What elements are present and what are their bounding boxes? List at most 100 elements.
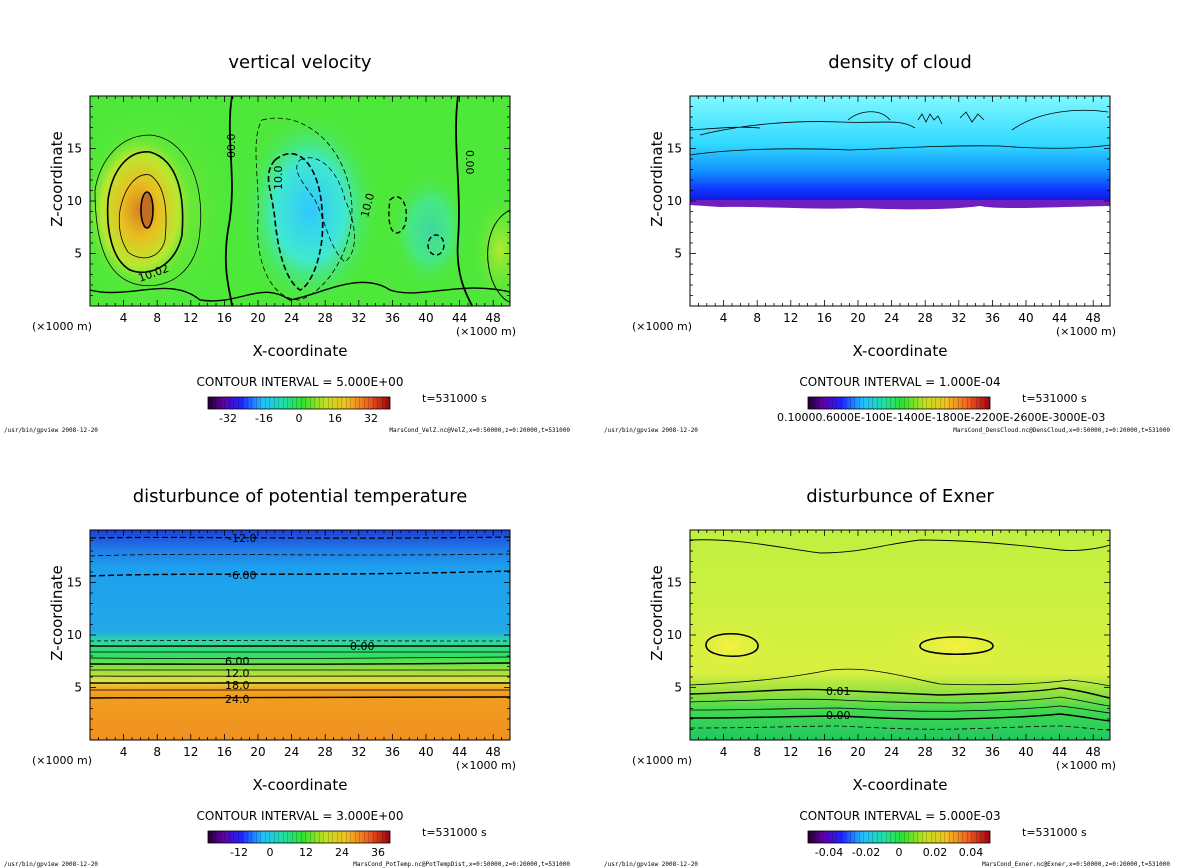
colorbar-tick-label: 16 [328, 412, 342, 425]
y-axis-label: Z-coordinate [648, 565, 666, 660]
x-tick-label: 16 [817, 745, 832, 759]
heatmap-field [690, 96, 1110, 306]
x-tick-label: 44 [1052, 745, 1067, 759]
contour-label: 12.0 [225, 667, 250, 680]
x-tick-label: 4 [120, 311, 128, 325]
panel-exner: disturbunce of Exner 0.01 0.00 4 8 12 16 20 2… [604, 486, 1170, 868]
contour-interval: CONTOUR INTERVAL = 5.000E-03 [799, 809, 1000, 823]
footer-right: MarsCond_VelZ.nc@VelZ,x=0:50000,z=0:2000… [389, 427, 570, 434]
x-tick-label: 36 [385, 745, 400, 759]
x-tick-label: 20 [850, 311, 865, 325]
x-unit-left: (×1000 m) [632, 754, 692, 767]
x-unit-left: (×1000 m) [32, 320, 92, 333]
x-axis-label: X-coordinate [253, 776, 348, 794]
x-tick-label: 48 [1086, 745, 1101, 759]
footer-right: MarsCond_PotTemp.nc@PotTempDist,x=0:5000… [353, 861, 570, 868]
x-tick-label: 48 [486, 745, 501, 759]
y-tick-label: 5 [674, 247, 682, 261]
x-tick-label: 12 [783, 311, 798, 325]
x-axis-label: X-coordinate [853, 776, 948, 794]
x-tick-label: 24 [884, 745, 899, 759]
contour-interval: CONTOUR INTERVAL = 1.000E-04 [799, 375, 1000, 389]
x-tick-label: 24 [284, 311, 299, 325]
footer-left: /usr/bin/gpview 2008-12-20 [4, 427, 98, 434]
time-label: t=531000 s [1022, 826, 1087, 839]
footer-right: MarsCond_Exner.nc@Exner,x=0:50000,z=0:20… [982, 861, 1170, 868]
x-tick-label: 28 [318, 745, 333, 759]
x-tick-label: 32 [951, 745, 966, 759]
colorbar-tick-label: 32 [364, 412, 378, 425]
x-tick-label: 8 [153, 745, 161, 759]
contour-interval: CONTOUR INTERVAL = 5.000E+00 [197, 375, 404, 389]
panel-title: disturbunce of potential temperature [133, 486, 468, 507]
y-tick-label: 15 [67, 142, 82, 156]
colorbar-tick-label: -0.02 [852, 846, 880, 859]
contour-label: -12.0 [228, 532, 256, 545]
x-unit-right: (×1000 m) [456, 325, 516, 338]
y-tick-label: 5 [74, 681, 82, 695]
contour-label: 10.0 [272, 166, 285, 191]
x-tick-label: 28 [918, 311, 933, 325]
y-tick-label: 15 [67, 576, 82, 590]
time-label: t=531000 s [422, 392, 487, 405]
colorbar: -32 -16 0 16 32 [207, 396, 391, 425]
footer-left: /usr/bin/gpview 2008-12-20 [604, 861, 698, 868]
footer-left: /usr/bin/gpview 2008-12-20 [4, 861, 98, 868]
x-tick-label: 40 [1018, 311, 1033, 325]
heatmap-field: 0.01 0.00 [690, 530, 1110, 740]
contour-label: -6.00 [228, 569, 256, 582]
x-tick-label: 32 [351, 311, 366, 325]
x-tick-label: 36 [385, 311, 400, 325]
y-tick-label: 15 [667, 576, 682, 590]
contour-label: 24.0 [225, 693, 250, 706]
colorbar-tick-label: 0 [296, 412, 303, 425]
x-tick-label: 24 [284, 745, 299, 759]
contour-label: 10.0 [358, 192, 377, 219]
colorbar: 0.10000.6000E-100E-1400E-1800E-2200E-260… [777, 396, 1105, 424]
contour-label: 6.00 [225, 655, 250, 668]
x-tick-label: 44 [452, 311, 467, 325]
x-axis-label: X-coordinate [853, 342, 948, 360]
y-tick-label: 5 [674, 681, 682, 695]
colorbar: -0.04 -0.02 0 0.02 0.04 [807, 830, 991, 859]
colorbar-tick-label: -0.04 [815, 846, 843, 859]
y-tick-label: 10 [667, 628, 682, 642]
x-unit-left: (×1000 m) [632, 320, 692, 333]
x-tick-label: 16 [817, 311, 832, 325]
colorbar-tick-label: 24 [335, 846, 349, 859]
x-tick-label: 4 [720, 311, 728, 325]
x-unit-right: (×1000 m) [456, 759, 516, 772]
x-unit-right: (×1000 m) [1056, 759, 1116, 772]
x-tick-label: 44 [1052, 311, 1067, 325]
y-axis-label: Z-coordinate [648, 131, 666, 226]
colorbar-tick-label: -32 [219, 412, 237, 425]
x-tick-label: 44 [452, 745, 467, 759]
x-tick-label: 8 [753, 745, 761, 759]
x-tick-label: 16 [217, 311, 232, 325]
x-tick-label: 20 [250, 311, 265, 325]
x-tick-label: 12 [183, 311, 198, 325]
colorbar-tick-label: 0.04 [959, 846, 984, 859]
x-tick-label: 32 [351, 745, 366, 759]
contour-label: 0.01 [826, 685, 851, 698]
x-tick-label: 32 [951, 311, 966, 325]
time-label: t=531000 s [1022, 392, 1087, 405]
x-tick-label: 24 [884, 311, 899, 325]
x-tick-label: 4 [120, 745, 128, 759]
footer-right: MarsCond_DensCloud.nc@DensCloud,x=0:5000… [953, 427, 1170, 434]
contour-label: 0.00 [350, 640, 375, 653]
colorbar-tick-label: 12 [299, 846, 313, 859]
colorbar-tick-labels: 0.10000.6000E-100E-1400E-1800E-2200E-260… [777, 411, 1105, 424]
x-tick-label: 40 [418, 745, 433, 759]
colorbar: -12 0 12 24 36 [207, 830, 391, 859]
x-tick-label: 4 [720, 745, 728, 759]
contour-label: 0.00 [463, 150, 476, 175]
time-label: t=531000 s [422, 826, 487, 839]
panel-title: vertical velocity [228, 52, 372, 73]
x-tick-label: 8 [753, 311, 761, 325]
x-tick-label: 20 [850, 745, 865, 759]
